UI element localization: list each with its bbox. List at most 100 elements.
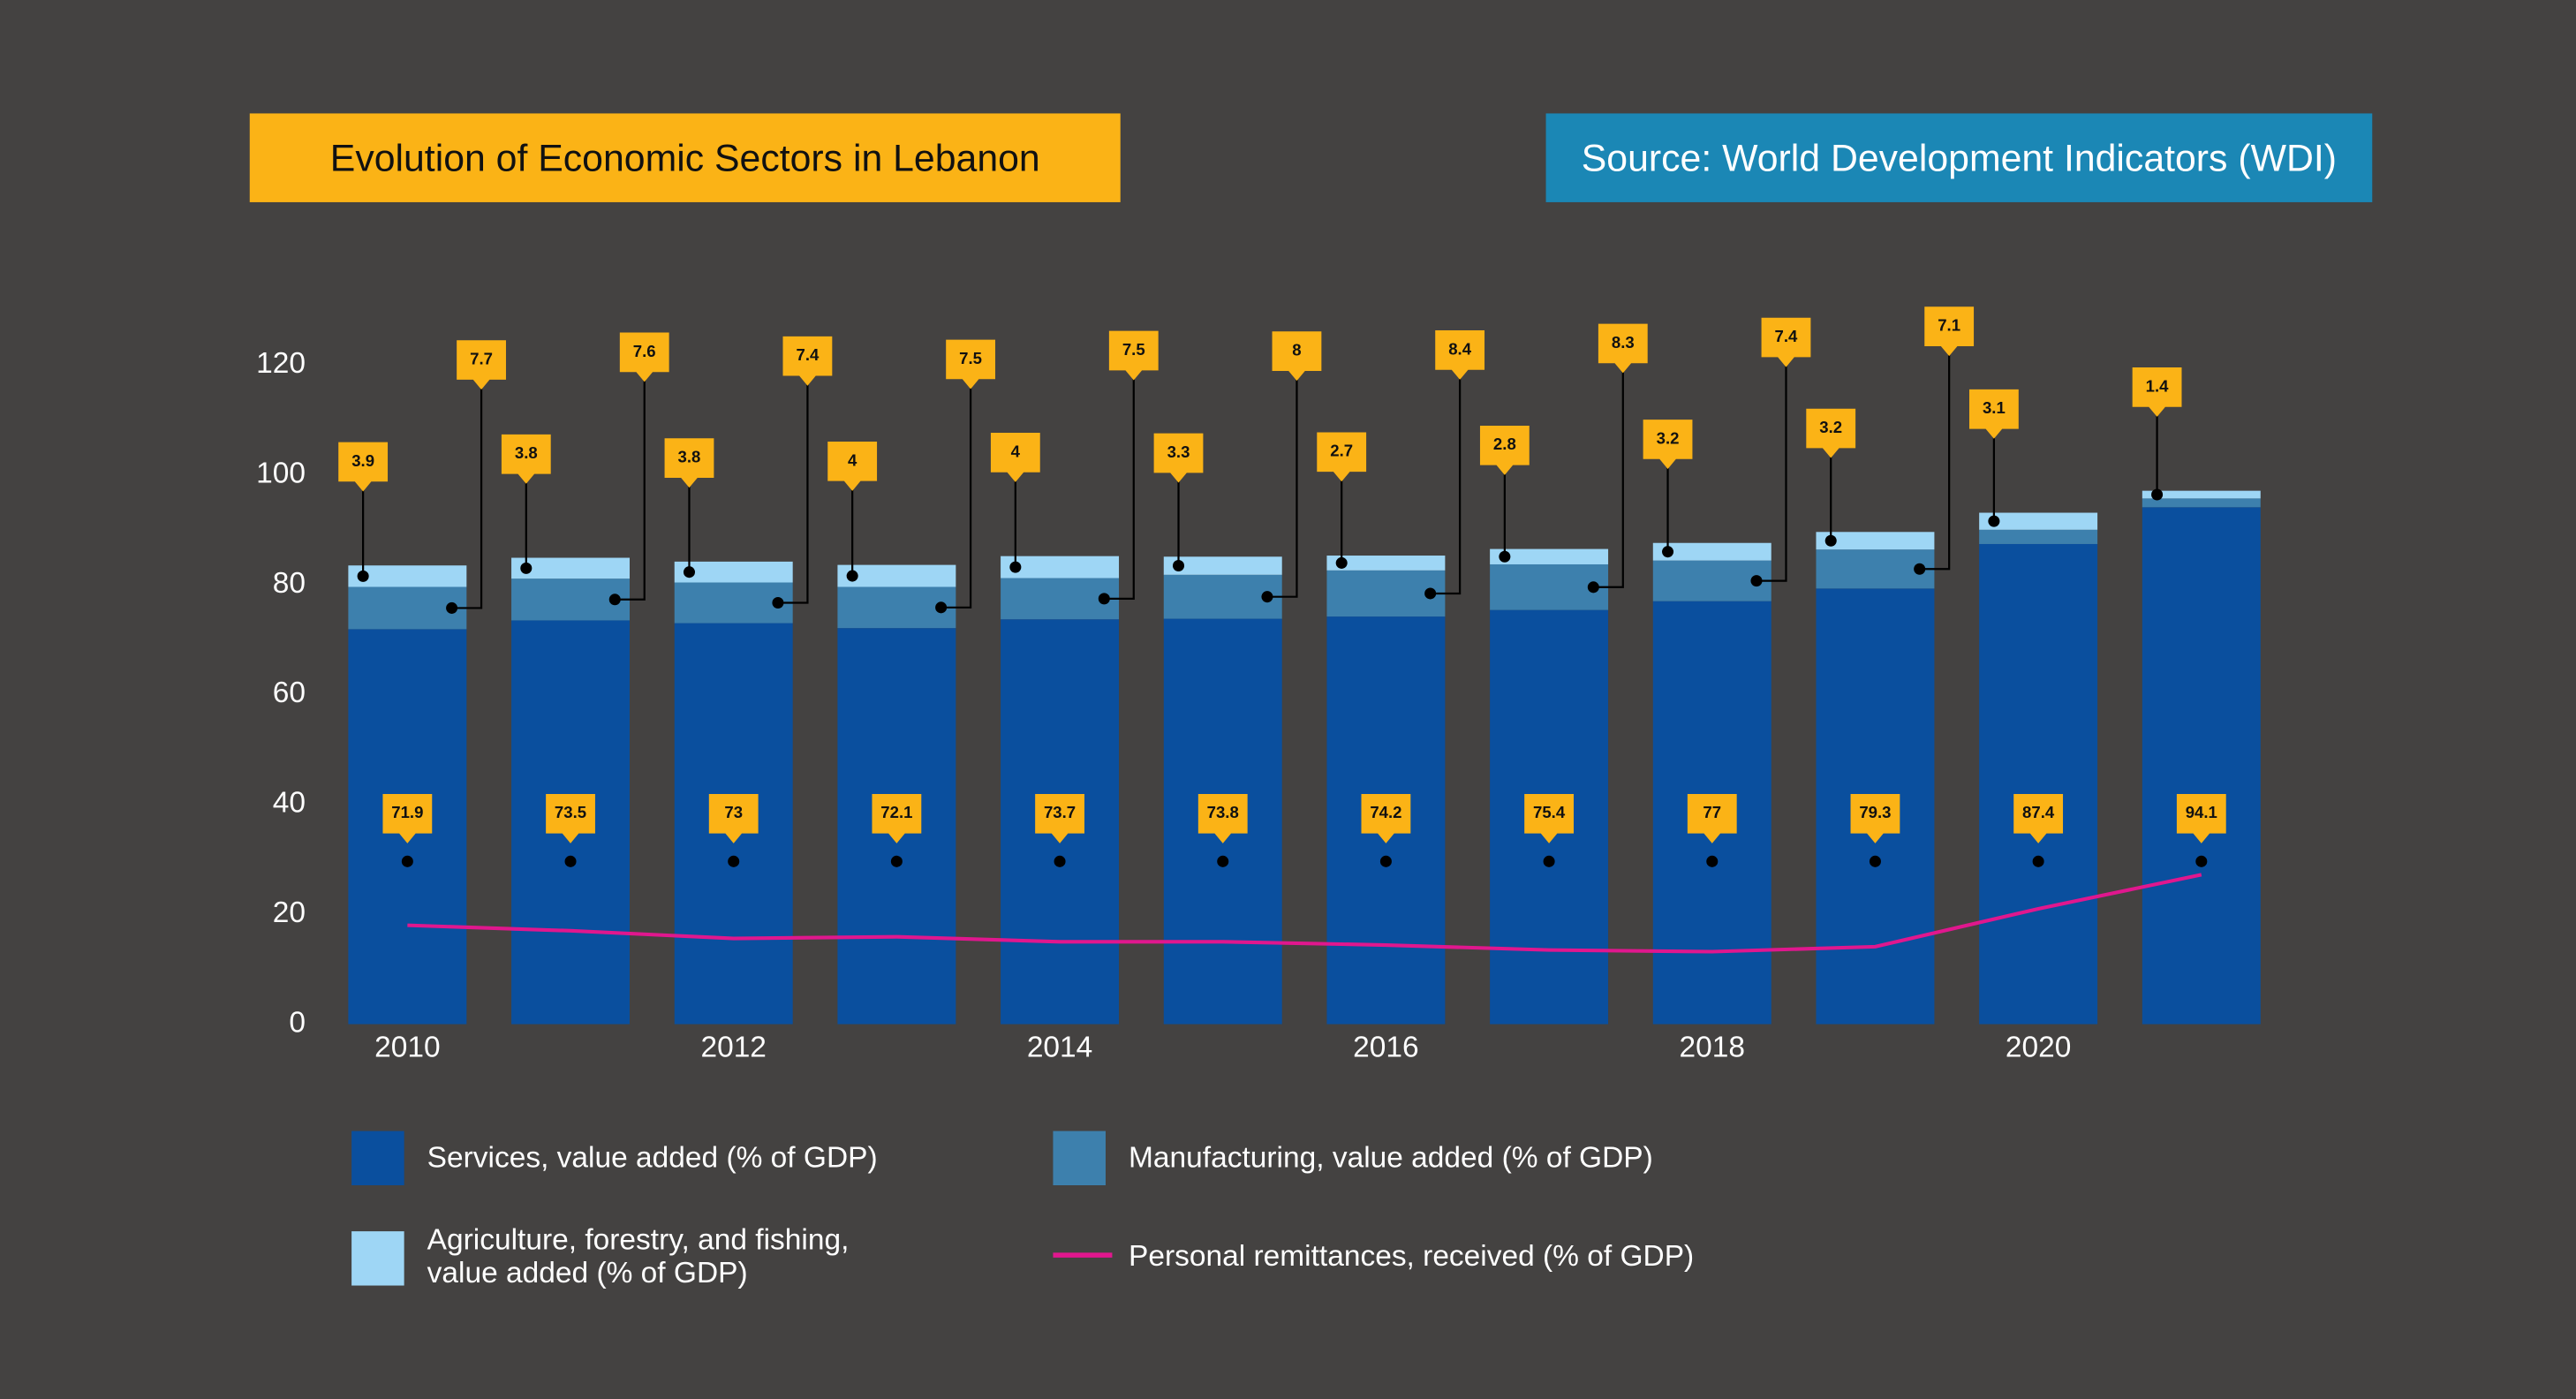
- label-dot: [1869, 855, 1881, 867]
- callout: [946, 339, 996, 389]
- label-dot: [564, 855, 577, 867]
- callout: [2176, 794, 2226, 843]
- data-label: 73: [724, 803, 743, 821]
- data-label: 73.7: [1044, 803, 1076, 821]
- data-label: 71.9: [391, 803, 423, 821]
- leader-line: [1756, 363, 1787, 582]
- label-dot: [1009, 561, 1022, 573]
- label-dot: [401, 855, 413, 867]
- label-dot: [446, 601, 458, 614]
- line-series: [407, 873, 2202, 954]
- leader-line: [1104, 376, 1135, 600]
- data-label: 7.1: [1938, 316, 1960, 335]
- label-dot: [1587, 581, 1599, 594]
- leader-line: [1593, 369, 1624, 588]
- x-tick-label: 2016: [1353, 1031, 1418, 1063]
- bar-segment: [1326, 556, 1446, 571]
- callout: [501, 434, 551, 484]
- label-dot: [1098, 593, 1110, 605]
- data-label: 77: [1703, 803, 1721, 821]
- legend-swatch: [351, 1131, 404, 1185]
- data-label: 8.3: [1612, 333, 1635, 352]
- bar-segment: [1979, 543, 2098, 1025]
- legend-label: Services, value added (% of GDP): [427, 1140, 878, 1174]
- callout: [1598, 323, 1648, 374]
- label-dot: [1173, 560, 1185, 572]
- label-dot: [1914, 563, 1926, 575]
- bar-segment: [2142, 507, 2261, 1025]
- y-tick-label: 20: [273, 896, 306, 929]
- leader-line: [615, 378, 646, 601]
- label-dot: [1261, 591, 1273, 603]
- bar-segment: [2142, 498, 2261, 508]
- callout: [1272, 331, 1322, 382]
- legend-swatch: [351, 1231, 404, 1286]
- data-label: 3.2: [1657, 428, 1680, 447]
- label-dot: [520, 562, 533, 574]
- callout: [338, 442, 389, 492]
- data-label: 8: [1292, 341, 1301, 359]
- callout: [546, 794, 595, 843]
- callout: [1108, 330, 1159, 381]
- data-label: 73.5: [555, 803, 586, 821]
- bar-segment: [2142, 490, 2261, 499]
- data-label: 1.4: [2146, 376, 2169, 395]
- data-label: 72.1: [880, 803, 912, 821]
- data-label: 3.1: [1983, 398, 2006, 417]
- bar-segment: [1652, 542, 1771, 561]
- leader-line: [941, 385, 972, 609]
- label-dot: [1424, 587, 1437, 600]
- callout: [1317, 432, 1367, 482]
- label-dot: [1054, 855, 1066, 867]
- callout: [1479, 425, 1530, 475]
- data-label: 7.4: [1775, 327, 1798, 345]
- callout: [1643, 420, 1693, 469]
- callout: [1153, 433, 1204, 483]
- callout: [990, 433, 1040, 482]
- data-label: 73.8: [1207, 803, 1239, 821]
- data-label: 79.3: [1859, 803, 1891, 821]
- label-dot: [1499, 550, 1511, 563]
- leader-line: [451, 386, 483, 609]
- callout: [782, 336, 833, 386]
- callout: [1524, 794, 1574, 843]
- bar-segment: [1816, 532, 1935, 550]
- callout: [1850, 794, 1900, 843]
- bar-segment: [511, 557, 631, 579]
- label-dot: [772, 597, 784, 609]
- y-tick-label: 40: [273, 787, 306, 820]
- callout: [382, 794, 433, 843]
- callout: [1687, 794, 1737, 843]
- label-dot: [1543, 855, 1555, 867]
- y-tick-label: 60: [273, 677, 306, 709]
- label-dot: [2195, 855, 2208, 867]
- bar-segment: [674, 561, 793, 583]
- leader-line: [1919, 352, 1951, 571]
- label-dot: [2151, 488, 2164, 501]
- data-label: 87.4: [2022, 803, 2055, 821]
- leader-line: [777, 382, 809, 604]
- label-dot: [846, 570, 858, 582]
- callout: [872, 794, 922, 843]
- label-dot: [890, 855, 903, 867]
- y-tick-label: 120: [256, 347, 306, 380]
- callout: [664, 438, 714, 488]
- x-tick-label: 2018: [1680, 1031, 1745, 1063]
- label-dot: [1379, 855, 1392, 867]
- label-dot: [683, 566, 695, 579]
- data-label: 7.7: [470, 349, 493, 367]
- data-label: 3.9: [351, 451, 374, 470]
- leader-line: [1430, 376, 1462, 595]
- label-dot: [608, 594, 621, 606]
- data-label: 3.8: [678, 448, 701, 466]
- data-label: 4: [848, 450, 857, 469]
- data-label: 8.4: [1448, 339, 1471, 358]
- label-dot: [935, 601, 948, 614]
- legend-label: Manufacturing, value added (% of GDP): [1129, 1140, 1653, 1174]
- callout: [1361, 794, 1411, 843]
- label-dot: [1335, 556, 1348, 569]
- y-tick-label: 80: [273, 567, 306, 600]
- callout: [1197, 794, 1248, 843]
- callout: [457, 340, 506, 390]
